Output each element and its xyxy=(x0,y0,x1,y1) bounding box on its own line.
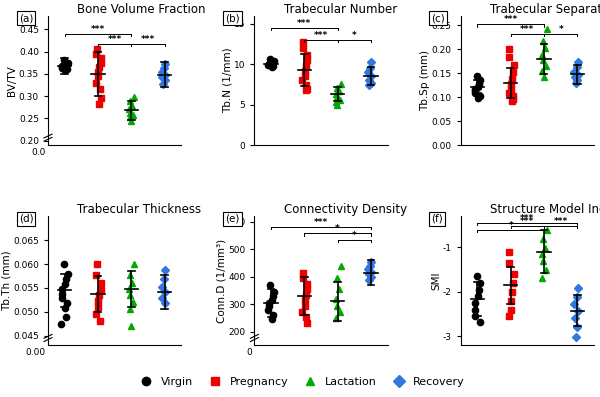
Text: *: * xyxy=(352,231,356,240)
Text: *: * xyxy=(335,224,340,233)
Y-axis label: Tb.Th (mm): Tb.Th (mm) xyxy=(2,251,12,311)
Y-axis label: SMI: SMI xyxy=(431,272,442,290)
Y-axis label: BV/TV: BV/TV xyxy=(7,65,17,96)
Text: *: * xyxy=(559,25,563,34)
Text: (c): (c) xyxy=(431,13,445,23)
Text: Trabecular Number: Trabecular Number xyxy=(284,3,397,16)
Y-axis label: Tb.N (1/mm): Tb.N (1/mm) xyxy=(223,48,232,113)
Text: ***: *** xyxy=(520,214,535,223)
Text: ***: *** xyxy=(520,217,535,226)
Text: Trabecular Thickness: Trabecular Thickness xyxy=(77,203,202,216)
Legend: Virgin, Pregnancy, Lactation, Recovery: Virgin, Pregnancy, Lactation, Recovery xyxy=(130,372,470,391)
Text: (d): (d) xyxy=(19,214,34,224)
Text: ***: *** xyxy=(314,31,328,40)
Text: (b): (b) xyxy=(225,13,240,23)
Text: (a): (a) xyxy=(19,13,33,23)
Text: (f): (f) xyxy=(431,214,443,224)
Text: Bone Volume Fraction: Bone Volume Fraction xyxy=(77,3,206,16)
Text: 0.00: 0.00 xyxy=(25,348,46,357)
Text: Structure Model Index: Structure Model Index xyxy=(490,203,600,216)
Text: ***: *** xyxy=(297,19,311,28)
Text: ***: *** xyxy=(107,35,122,44)
Y-axis label: Tb.Sp (mm): Tb.Sp (mm) xyxy=(420,50,430,111)
Y-axis label: Conn.D (1/mm³): Conn.D (1/mm³) xyxy=(217,239,227,323)
Text: Connectivity Density: Connectivity Density xyxy=(284,203,407,216)
Text: ***: *** xyxy=(91,25,105,34)
Text: (e): (e) xyxy=(225,214,239,224)
Text: ***: *** xyxy=(554,217,568,226)
Text: ***: *** xyxy=(503,15,518,25)
Text: 0: 0 xyxy=(246,348,252,357)
Text: ***: *** xyxy=(141,35,155,44)
Text: *: * xyxy=(352,31,356,40)
Text: ***: *** xyxy=(520,25,535,34)
Text: Trabecular Separation: Trabecular Separation xyxy=(490,3,600,16)
Text: *: * xyxy=(508,221,513,229)
Text: ***: *** xyxy=(314,218,328,227)
Text: 0.0: 0.0 xyxy=(31,148,46,157)
